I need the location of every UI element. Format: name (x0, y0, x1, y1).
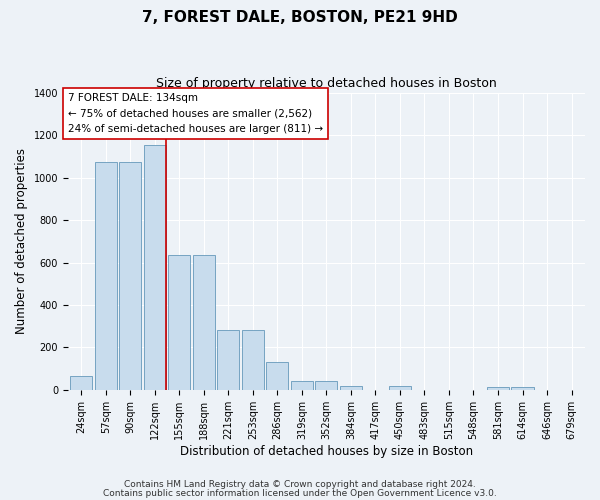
Bar (316, 380, 337, 390)
Bar (144, 145, 166, 390)
Text: Contains public sector information licensed under the Open Government Licence v3: Contains public sector information licen… (103, 488, 497, 498)
Title: Size of property relative to detached houses in Boston: Size of property relative to detached ho… (156, 78, 497, 90)
Bar (193, 255, 215, 390)
Bar (340, 386, 362, 390)
Bar (242, 330, 264, 390)
Text: 7, FOREST DALE, BOSTON, PE21 9HD: 7, FOREST DALE, BOSTON, PE21 9HD (142, 10, 458, 25)
Bar (487, 388, 509, 390)
Bar (217, 330, 239, 390)
Y-axis label: Number of detached properties: Number of detached properties (15, 148, 28, 334)
Bar (70, 376, 92, 390)
X-axis label: Distribution of detached houses by size in Boston: Distribution of detached houses by size … (180, 444, 473, 458)
Bar (266, 362, 289, 390)
Bar (169, 255, 190, 390)
Text: 7 FOREST DALE: 134sqm
← 75% of detached houses are smaller (2,562)
24% of semi-d: 7 FOREST DALE: 134sqm ← 75% of detached … (68, 93, 323, 134)
Bar (389, 386, 411, 390)
Bar (119, 162, 142, 390)
Bar (95, 162, 117, 390)
Bar (511, 388, 533, 390)
Bar (291, 380, 313, 390)
Text: Contains HM Land Registry data © Crown copyright and database right 2024.: Contains HM Land Registry data © Crown c… (124, 480, 476, 489)
